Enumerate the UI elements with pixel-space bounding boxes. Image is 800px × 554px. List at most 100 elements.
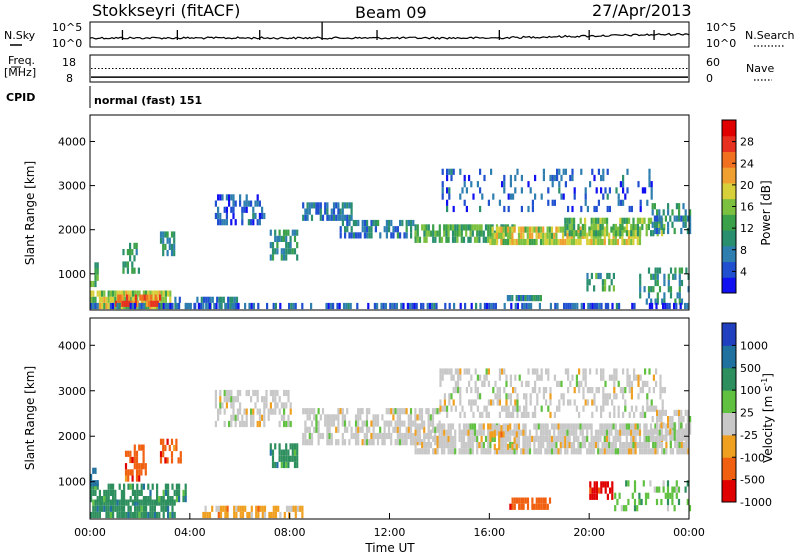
range-gate-cell [116,499,119,506]
range-gate-cell [520,497,523,504]
range-gate-cell [597,230,600,237]
range-gate-cell [202,302,205,310]
range-gate-cell [280,248,283,255]
range-gate-cell [660,409,663,416]
range-gate-cell [680,227,683,235]
range-gate-cell [394,226,397,233]
range-gate-cell [608,442,611,449]
range-gate-cell [586,285,589,292]
range-gate-cell [520,380,523,387]
range-gate-cell [597,435,600,442]
range-gate-cell [416,448,419,455]
range-gate-cell [317,432,320,440]
range-gate-cell [548,448,551,455]
range-gate-cell [680,435,683,442]
range-gate-cell [504,224,507,231]
range-gate-cell [392,426,395,433]
range-gate-cell [474,380,477,387]
range-gate-cell [553,174,556,182]
range-gate-cell [422,302,425,310]
range-gate-cell [615,393,618,400]
range-gate-cell [135,450,139,457]
range-gate-cell [218,296,221,303]
range-gate-cell [500,238,503,246]
range-gate-cell [498,393,501,400]
range-gate-cell [648,387,651,394]
range-gate-cell [507,405,510,412]
range-gate-cell [590,429,593,436]
range-gate-cell [125,511,128,519]
range-gate-cell [643,217,646,224]
range-gate-cell [557,429,560,436]
range-gate-cell [630,380,633,387]
range-gate-cell [518,497,521,504]
range-gate-cell [515,435,518,442]
range-gate-cell [564,429,567,436]
range-gate-cell [407,432,410,440]
time-x-axis: 00:00 04:00 08:00 12:00 16:00 20:00 00:00 [74,513,705,539]
range-gate-cell [514,302,517,310]
range-gate-cell [472,399,475,406]
range-gate-cell [553,374,556,381]
range-gate-cell [357,232,360,239]
range-gate-cell [107,511,110,519]
range-gate-cell [366,232,369,239]
range-gate-cell [133,267,136,274]
range-gate-cell [241,206,244,213]
range-gate-cell [156,511,159,519]
range-gate-cell [443,423,446,430]
range-gate-cell [427,408,430,415]
range-gate-cell [385,408,388,415]
range-gate-cell [562,168,565,175]
range-gate-cell [423,448,426,455]
range-gate-cell [175,483,178,490]
range-gate-cell [107,483,110,490]
range-gate-cell [502,423,505,430]
range-gate-cell [516,393,519,400]
range-gate-cell [540,368,543,375]
range-gate-cell [235,296,239,303]
range-gate-cell [662,422,665,429]
range-gate-cell [439,399,442,406]
range-gate-cell [608,205,611,213]
range-gate-cell [535,238,538,246]
range-gate-cell [523,302,526,310]
range-gate-cell [625,238,628,246]
range-gate-cell [671,498,674,506]
range-gate-cell [296,242,299,249]
range-gate-cell [581,230,584,237]
range-gate-cell [623,226,626,233]
range-gate-cell [448,368,451,375]
range-gate-cell [525,380,528,387]
range-gate-cell [663,273,666,280]
range-gate-cell [511,497,514,504]
range-gate-cell [162,451,165,458]
range-gate-cell [244,505,247,512]
range-gate-cell [94,262,97,269]
range-gate-cell [470,405,473,412]
range-gate-cell [676,435,679,442]
range-gate-cell [625,223,628,231]
range-gate-cell [470,399,473,406]
range-gate-cell [416,236,419,243]
range-gate-cell [241,420,244,428]
range-gate-cell [363,232,366,239]
range-gate-cell [145,300,148,307]
range-gate-cell [158,499,161,506]
range-gate-cell [502,232,505,239]
range-gate-cell [597,272,600,280]
range-gate-cell [140,511,143,519]
range-gate-cell [174,302,177,310]
range-gate-cell [399,232,402,239]
range-gate-cell [440,448,444,455]
range-gate-cell [655,368,658,375]
n-sky-label: N.Sky [4,29,36,42]
range-gate-cell [226,511,229,519]
range-gate-cell [252,219,255,226]
colorbar-swatch [722,182,736,200]
range-gate-cell [658,215,661,222]
range-gate-cell [540,193,543,200]
range-gate-cell [648,168,651,175]
range-gate-cell [503,405,506,412]
range-gate-cell [568,435,571,442]
